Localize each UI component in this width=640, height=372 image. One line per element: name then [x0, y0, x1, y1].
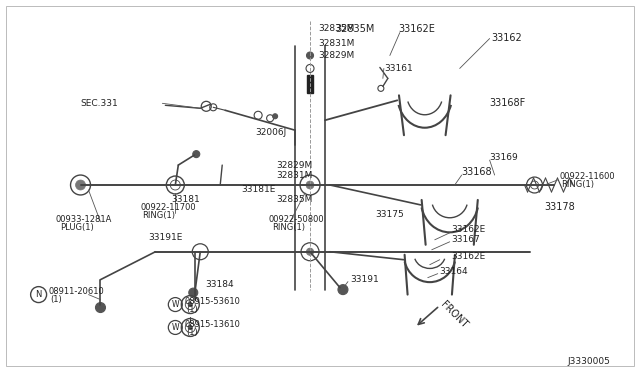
Text: W: W — [172, 300, 179, 309]
Text: 33164: 33164 — [440, 267, 468, 276]
Circle shape — [307, 248, 314, 255]
Text: 08915-53610: 08915-53610 — [184, 297, 240, 306]
Text: 33169: 33169 — [490, 153, 518, 161]
Text: 00922-50800: 00922-50800 — [268, 215, 324, 224]
Text: W: W — [172, 323, 179, 332]
Text: N: N — [35, 290, 42, 299]
Circle shape — [273, 114, 278, 119]
Text: 32835M: 32835M — [276, 195, 312, 205]
Text: RING(1): RING(1) — [142, 211, 175, 220]
Circle shape — [306, 181, 314, 189]
Text: 33184: 33184 — [205, 280, 234, 289]
Circle shape — [307, 52, 314, 59]
Text: 00922-11700: 00922-11700 — [140, 203, 196, 212]
Text: 08911-20610: 08911-20610 — [49, 287, 104, 296]
Text: 32829M: 32829M — [276, 161, 312, 170]
Text: 33168: 33168 — [461, 167, 492, 177]
Circle shape — [193, 151, 200, 158]
Text: SEC.331: SEC.331 — [81, 99, 118, 108]
Text: 33162: 33162 — [492, 33, 522, 42]
Text: 33162E: 33162E — [452, 252, 486, 261]
Text: 32835M: 32835M — [335, 23, 374, 33]
Text: 33167: 33167 — [452, 235, 481, 244]
Text: 08915-13610: 08915-13610 — [184, 320, 240, 329]
Text: (1): (1) — [186, 328, 198, 337]
Text: J3330005: J3330005 — [568, 357, 611, 366]
Text: 33161: 33161 — [384, 64, 413, 73]
Text: 33178: 33178 — [545, 202, 575, 212]
Circle shape — [95, 302, 106, 312]
Text: 33162E: 33162E — [452, 225, 486, 234]
Text: 32829M: 32829M — [318, 51, 355, 60]
Text: 33181E: 33181E — [242, 186, 276, 195]
Text: RING(1): RING(1) — [561, 180, 595, 189]
Text: 33175: 33175 — [375, 211, 404, 219]
Text: 32831M: 32831M — [276, 170, 312, 180]
Text: 32006J: 32006J — [255, 128, 286, 137]
Text: 33191E: 33191E — [148, 233, 183, 242]
Circle shape — [338, 285, 348, 295]
Text: (1): (1) — [51, 295, 62, 304]
Text: 33162E: 33162E — [398, 23, 435, 33]
Text: 33181: 33181 — [172, 195, 200, 205]
Text: 00933-1281A: 00933-1281A — [56, 215, 112, 224]
Text: PLUG(1): PLUG(1) — [61, 223, 94, 232]
Text: (1): (1) — [186, 305, 198, 314]
Circle shape — [76, 180, 86, 190]
Text: 32835M: 32835M — [318, 24, 355, 33]
Text: 32831M: 32831M — [318, 39, 355, 48]
Text: FRONT: FRONT — [438, 299, 469, 330]
Circle shape — [188, 302, 192, 307]
Circle shape — [188, 326, 192, 330]
Circle shape — [189, 288, 198, 297]
Text: 33191: 33191 — [350, 275, 379, 284]
Bar — [307, 76, 313, 93]
Text: 00922-11600: 00922-11600 — [559, 171, 615, 180]
Text: RING(1): RING(1) — [272, 223, 305, 232]
Text: 33168F: 33168F — [490, 98, 526, 108]
